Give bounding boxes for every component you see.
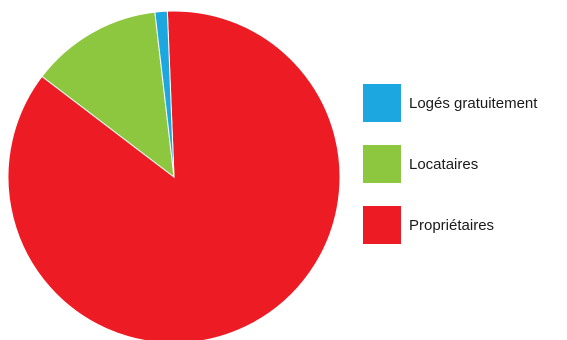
legend-item-proprietaires: Propriétaires [363,206,494,244]
legend-item-locataires: Locataires [363,145,478,183]
pie-slice-locataires [41,11,175,179]
legend-swatch-locataires [363,145,401,183]
pie-slices [7,10,341,340]
legend-label-proprietaires: Propriétaires [409,217,494,234]
legend-label-locataires: Locataires [409,156,478,173]
legend: Logés gratuitement Locataires Propriétaire… [363,84,538,244]
legend-swatch-loges-gratuitement [363,84,401,122]
legend-item-loges-gratuitement: Logés gratuitement [363,84,538,122]
legend-label-loges-gratuitement: Logés gratuitement [409,95,538,112]
pie-slice-loges-gratuitement [154,10,175,178]
legend-swatch-proprietaires [363,206,401,244]
